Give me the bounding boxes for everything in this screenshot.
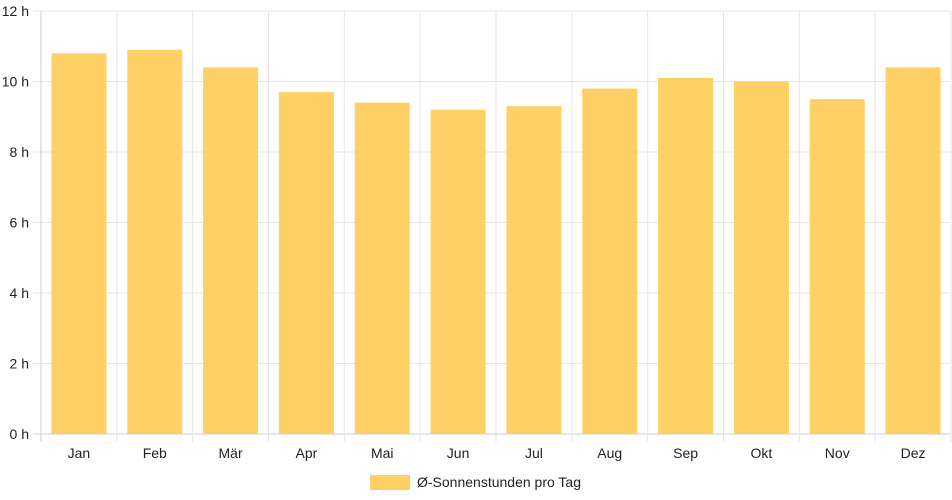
legend-label[interactable]: Ø-Sonnenstunden pro Tag: [417, 474, 581, 490]
bar-jan[interactable]: [51, 53, 107, 435]
bar-feb[interactable]: [127, 49, 183, 435]
y-tick-label: 8 h: [10, 144, 29, 160]
bar-jul[interactable]: [506, 106, 562, 435]
grid-lines: [33, 10, 952, 442]
legend-swatch[interactable]: [370, 475, 410, 490]
y-tick-label: 6 h: [10, 215, 29, 231]
y-tick-label: 4 h: [10, 285, 29, 301]
bar-okt[interactable]: [733, 81, 789, 435]
y-tick-label: 12 h: [2, 3, 29, 19]
y-axis: 0 h 2 h 4 h 6 h 8 h 10 h 12 h: [2, 3, 29, 442]
bar-mär[interactable]: [203, 67, 259, 435]
y-tick-label: 2 h: [10, 356, 29, 372]
bar-nov[interactable]: [809, 99, 865, 434]
y-tick-label: 10 h: [2, 74, 29, 90]
bar-sep[interactable]: [658, 77, 714, 434]
x-axis: Jan Feb Mär Apr Mai Jun Jul Aug Sep Okt Nov Dez: [68, 445, 926, 461]
x-tick-label: Jul: [525, 445, 543, 461]
x-tick-label: Sep: [673, 445, 698, 461]
bar-dez[interactable]: [885, 67, 941, 435]
legend[interactable]: Ø-Sonnenstunden pro Tag: [370, 474, 581, 490]
y-tick-label: 0 h: [10, 426, 29, 442]
bar-apr[interactable]: [278, 92, 334, 434]
bar-series: [51, 49, 941, 435]
x-tick-label: Mär: [219, 445, 243, 461]
x-tick-label: Jan: [68, 445, 91, 461]
bar-mai[interactable]: [354, 102, 410, 435]
x-tick-label: Apr: [296, 445, 318, 461]
bar-jun[interactable]: [430, 109, 486, 434]
x-tick-label: Aug: [597, 445, 622, 461]
x-tick-label: Nov: [825, 445, 850, 461]
x-tick-label: Jun: [447, 445, 470, 461]
x-tick-label: Mai: [371, 445, 394, 461]
bar-aug[interactable]: [582, 88, 638, 435]
x-tick-label: Okt: [751, 445, 773, 461]
x-tick-label: Feb: [143, 445, 167, 461]
x-tick-label: Dez: [901, 445, 926, 461]
